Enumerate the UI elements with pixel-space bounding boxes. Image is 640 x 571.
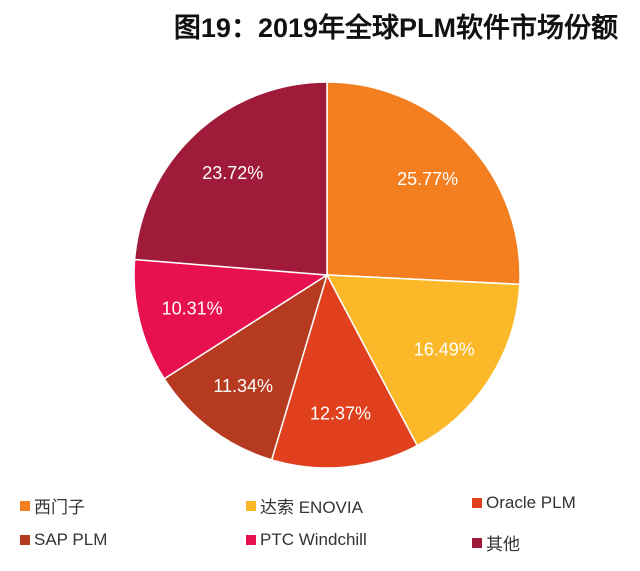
pie-slice <box>325 274 521 447</box>
data-label: 11.34% <box>213 376 273 396</box>
legend-item: 西门子 <box>20 493 85 518</box>
data-label: 10.31% <box>162 298 223 318</box>
legend-label: 达索 ENOVIA <box>260 498 363 517</box>
legend-swatch <box>472 537 482 548</box>
legend-swatch <box>20 500 30 511</box>
chart-title: 图19：2019年全球PLM软件市场份额 <box>173 13 618 43</box>
legend-swatch <box>246 500 256 511</box>
pie-slice <box>133 81 328 276</box>
legend-label: PTC Windchill <box>260 530 367 549</box>
legend-swatch <box>472 498 482 508</box>
legend-label: Oracle PLM <box>486 493 576 512</box>
legend-item: PTC Windchill <box>246 530 367 550</box>
data-label: 23.72% <box>202 163 263 183</box>
pie-slice <box>270 273 419 469</box>
legend-item: SAP PLM <box>20 530 107 550</box>
legend-item: 达索 ENOVIA <box>246 493 363 518</box>
legend-label: 其他 <box>486 535 520 554</box>
data-label: 16.49% <box>414 340 475 360</box>
pie-chart: 25.77% 16.49% 12.37% 11.34% 10.31% 23.72% <box>133 81 521 469</box>
legend-label: SAP PLM <box>34 530 108 549</box>
pie-slice <box>133 258 330 380</box>
legend-swatch <box>246 535 256 545</box>
legend-label: 西门子 <box>34 498 85 517</box>
legend-item: Oracle PLM <box>472 493 576 513</box>
data-label: 25.77% <box>397 169 458 189</box>
legend-swatch <box>20 535 30 545</box>
pie-slice <box>326 81 521 286</box>
pie-slice <box>163 273 329 461</box>
legend-item: 其他 <box>472 530 520 555</box>
data-label: 12.37% <box>310 403 371 423</box>
